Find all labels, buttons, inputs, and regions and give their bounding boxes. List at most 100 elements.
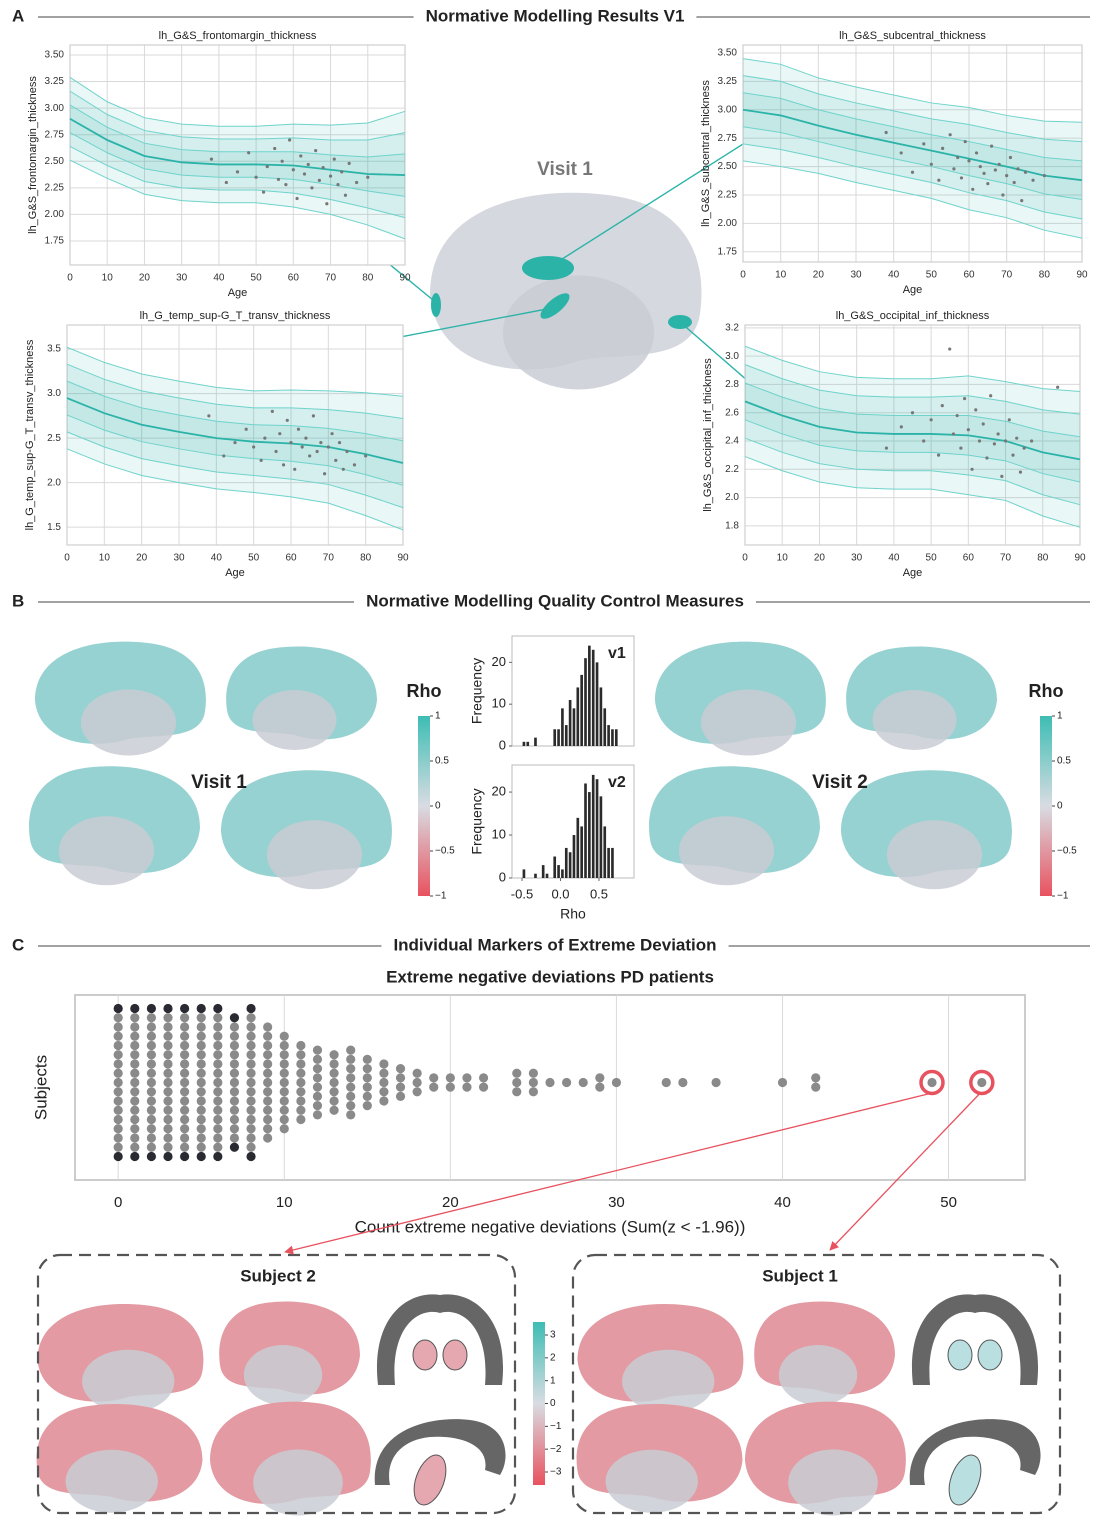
dot: [130, 1013, 139, 1022]
x-tick-label: 0: [64, 553, 70, 564]
data-point: [271, 410, 274, 413]
dot: [114, 1087, 123, 1096]
bar: [561, 869, 564, 878]
x-axis-label: Age: [903, 567, 923, 579]
dot: [246, 1106, 255, 1115]
dot: [213, 1041, 222, 1050]
dot: [163, 1022, 172, 1031]
dot: [263, 1050, 272, 1059]
dot: [246, 1152, 255, 1161]
dot: [263, 1022, 272, 1031]
dot: [197, 1152, 206, 1161]
dot: [180, 1022, 189, 1031]
y-tick-label: 2.50: [718, 161, 738, 172]
dot: [230, 1133, 239, 1142]
data-point: [225, 181, 228, 184]
dot: [246, 1078, 255, 1087]
colorbar-tick-label: 2: [550, 1352, 556, 1363]
dot: [562, 1078, 571, 1087]
data-point: [281, 160, 284, 163]
dot: [180, 1041, 189, 1050]
bar: [596, 662, 599, 746]
data-point: [353, 463, 356, 466]
bar: [600, 796, 603, 878]
data-point: [323, 472, 326, 475]
dot: [180, 1013, 189, 1022]
dot: [246, 1004, 255, 1013]
dot: [313, 1101, 322, 1110]
x-tick-label: 40: [213, 273, 225, 284]
bar: [553, 857, 556, 878]
bar: [592, 650, 595, 746]
bar: [588, 792, 591, 878]
dot: [429, 1083, 438, 1092]
dot: [163, 1041, 172, 1050]
dot: [114, 1096, 123, 1105]
data-point: [210, 158, 213, 161]
data-point: [937, 179, 940, 182]
dot: [114, 1115, 123, 1124]
dot: [280, 1078, 289, 1087]
data-point: [278, 432, 281, 435]
dot: [213, 1022, 222, 1031]
dot: [379, 1069, 388, 1078]
dot: [595, 1083, 604, 1092]
panel-letter: C: [12, 935, 24, 954]
x-tick-label: 40: [888, 270, 900, 281]
dot: [147, 1096, 156, 1105]
dot: [197, 1069, 206, 1078]
bar: [561, 708, 564, 746]
dot: [612, 1078, 621, 1087]
dot: [197, 1124, 206, 1133]
x-tick-label: 30: [851, 553, 863, 564]
data-point: [1009, 156, 1012, 159]
dot: [180, 1152, 189, 1161]
bar: [611, 848, 614, 878]
dot: [413, 1078, 422, 1087]
dot: [446, 1073, 455, 1082]
y-tick-label: 0: [499, 737, 506, 752]
data-point: [975, 151, 978, 154]
dot: [329, 1069, 338, 1078]
data-point: [255, 176, 258, 179]
dot: [213, 1133, 222, 1142]
dot: [130, 1133, 139, 1142]
y-tick-label: 3.2: [725, 322, 739, 333]
data-point: [344, 194, 347, 197]
dot: [163, 1004, 172, 1013]
colorbar-tick-label: −3: [550, 1467, 562, 1478]
y-tick-label: 0: [499, 869, 506, 884]
x-tick-label: 10: [775, 270, 787, 281]
data-point: [342, 468, 345, 471]
y-tick-label: 3.50: [718, 48, 738, 59]
dot: [280, 1115, 289, 1124]
data-point: [310, 186, 313, 189]
data-point: [1020, 199, 1023, 202]
dot: [163, 1106, 172, 1115]
dot: [246, 1124, 255, 1133]
dot: [246, 1059, 255, 1068]
data-point: [1019, 471, 1022, 474]
dot: [263, 1124, 272, 1133]
subject-label: Subject 2: [240, 1266, 316, 1285]
y-tick-label: 3.0: [47, 388, 61, 399]
data-point: [963, 397, 966, 400]
data-point: [964, 140, 967, 143]
x-tick-label: 0: [742, 553, 748, 564]
dot: [529, 1078, 538, 1087]
dot: [197, 1059, 206, 1068]
dot: [197, 1032, 206, 1041]
bar: [600, 687, 603, 746]
dot: [163, 1124, 172, 1133]
y-tick-label: 2.00: [718, 218, 738, 229]
data-point: [277, 178, 280, 181]
data-point: [318, 179, 321, 182]
dot: [346, 1110, 355, 1119]
x-tick-label: 60: [288, 273, 300, 284]
colorbar: [533, 1322, 545, 1485]
dot: [163, 1013, 172, 1022]
dot: [147, 1078, 156, 1087]
dot: [180, 1124, 189, 1133]
data-point: [994, 168, 997, 171]
x-tick-label: 60: [963, 553, 975, 564]
